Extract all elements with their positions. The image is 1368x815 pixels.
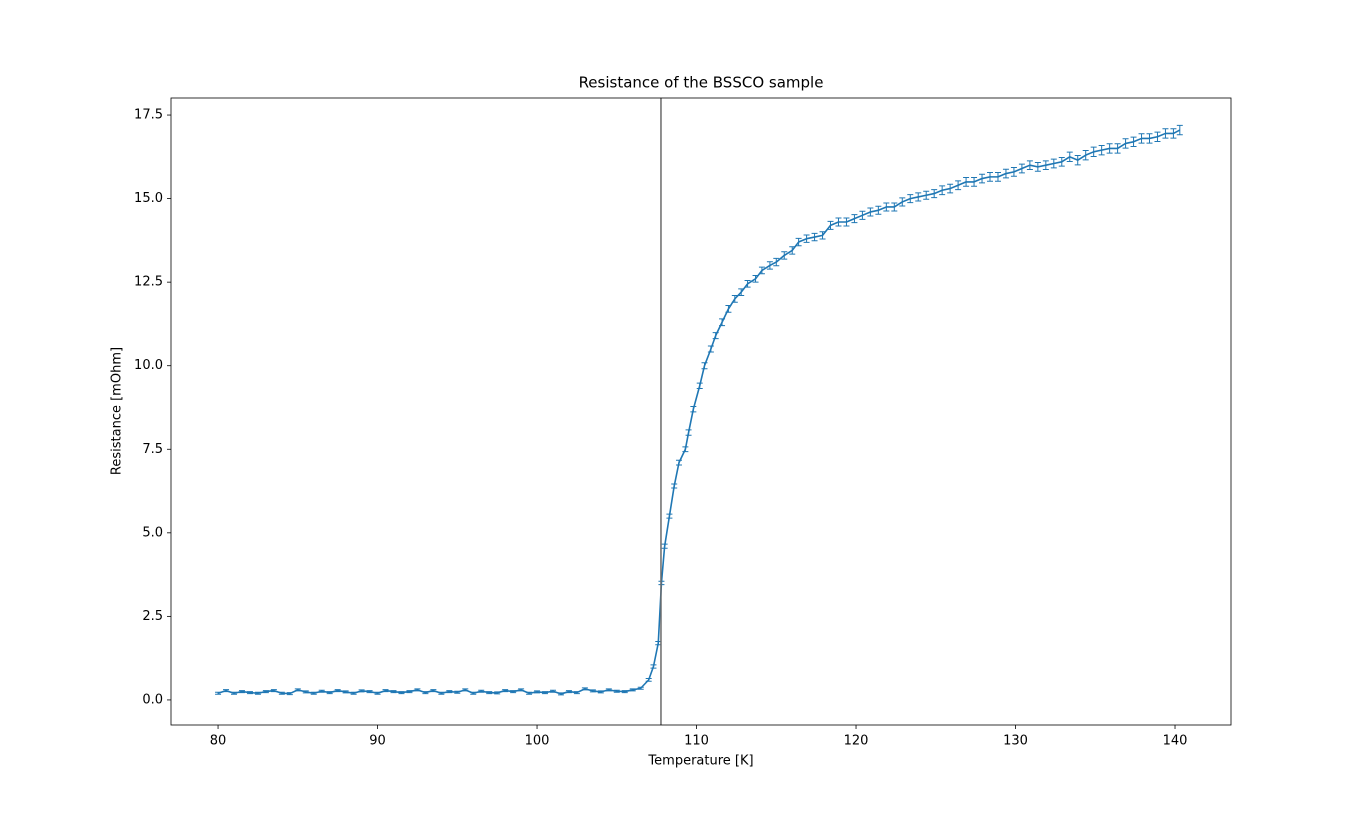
x-tick-label: 130 (1003, 734, 1028, 749)
y-axis-label: Resistance [mOhm] (110, 347, 125, 475)
x-tick-label: 80 (210, 734, 227, 749)
data-line (217, 129, 1181, 695)
y-tick-label: 12.5 (134, 275, 163, 290)
x-tick-label: 90 (369, 734, 386, 749)
plot-frame (170, 97, 1232, 726)
chart-title: Resistance of the BSSCO sample (579, 74, 824, 92)
y-tick-label: 2.5 (142, 609, 163, 624)
y-tick-label: 0.0 (142, 692, 163, 707)
x-tick-label: 110 (684, 734, 709, 749)
x-axis-label: Temperature [K] (647, 754, 753, 769)
error-bar (1176, 124, 1183, 136)
x-tick-label: 100 (525, 734, 550, 749)
y-tick-label: 10.0 (134, 358, 163, 373)
y-tick-label: 5.0 (142, 525, 163, 540)
y-tick-label: 15.0 (134, 191, 163, 206)
y-tick-label: 17.5 (134, 108, 163, 123)
x-tick-label: 140 (1163, 734, 1188, 749)
x-tick-label: 120 (844, 734, 869, 749)
y-tick-label: 7.5 (142, 442, 163, 457)
